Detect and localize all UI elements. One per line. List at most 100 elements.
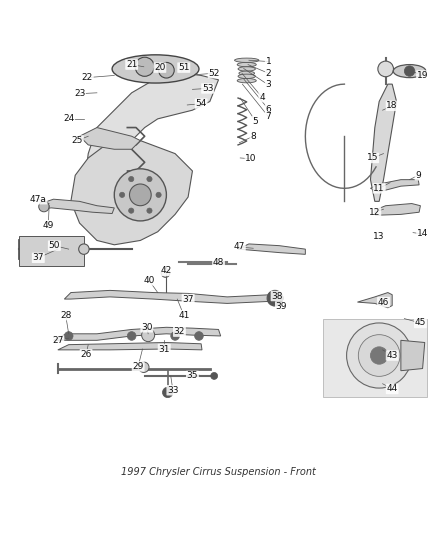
- Text: 8: 8: [250, 132, 256, 141]
- Text: 26: 26: [80, 350, 92, 359]
- Text: 5: 5: [253, 117, 258, 126]
- Text: 22: 22: [82, 73, 93, 82]
- Circle shape: [64, 332, 73, 340]
- Ellipse shape: [393, 64, 426, 78]
- Text: 1997 Chrysler Cirrus Suspension - Front: 1997 Chrysler Cirrus Suspension - Front: [121, 467, 316, 477]
- Circle shape: [119, 192, 125, 197]
- Ellipse shape: [238, 74, 255, 78]
- Ellipse shape: [237, 62, 256, 67]
- Circle shape: [163, 387, 173, 398]
- Circle shape: [358, 335, 400, 376]
- Text: 27: 27: [52, 336, 63, 345]
- Text: 15: 15: [367, 154, 378, 163]
- Circle shape: [39, 201, 49, 212]
- Circle shape: [371, 347, 388, 364]
- Text: 6: 6: [266, 105, 271, 114]
- Circle shape: [347, 323, 412, 388]
- Circle shape: [139, 362, 149, 373]
- Text: 28: 28: [60, 311, 71, 320]
- Polygon shape: [371, 84, 396, 201]
- Circle shape: [194, 332, 203, 340]
- Circle shape: [147, 208, 152, 213]
- Circle shape: [378, 61, 393, 77]
- Ellipse shape: [235, 58, 259, 62]
- Text: 32: 32: [174, 327, 185, 336]
- Circle shape: [147, 176, 152, 182]
- Ellipse shape: [237, 78, 256, 83]
- Polygon shape: [323, 319, 427, 397]
- Text: 41: 41: [178, 311, 190, 320]
- Polygon shape: [357, 293, 392, 308]
- Polygon shape: [401, 340, 425, 371]
- Text: 52: 52: [208, 69, 220, 78]
- Text: 43: 43: [386, 351, 398, 360]
- Text: 47: 47: [234, 243, 245, 252]
- Text: 50: 50: [49, 241, 60, 250]
- Text: 38: 38: [271, 292, 283, 301]
- Text: 31: 31: [159, 344, 170, 353]
- Text: 51: 51: [178, 63, 190, 72]
- Text: 20: 20: [154, 63, 166, 72]
- Text: 54: 54: [195, 99, 207, 108]
- Text: 3: 3: [266, 80, 271, 90]
- Text: 40: 40: [143, 276, 155, 285]
- Circle shape: [404, 66, 415, 76]
- Polygon shape: [84, 73, 218, 193]
- Text: 53: 53: [202, 84, 213, 93]
- Text: 48: 48: [213, 257, 224, 266]
- Circle shape: [211, 373, 218, 379]
- Ellipse shape: [238, 67, 255, 71]
- Circle shape: [127, 332, 136, 340]
- Text: 24: 24: [63, 115, 74, 123]
- Text: 46: 46: [378, 297, 389, 306]
- Polygon shape: [375, 204, 420, 215]
- Circle shape: [171, 332, 180, 340]
- Circle shape: [129, 184, 151, 206]
- Text: 47a: 47a: [30, 195, 47, 204]
- Text: 37: 37: [32, 253, 44, 262]
- Text: 35: 35: [187, 372, 198, 381]
- Text: 19: 19: [417, 71, 428, 80]
- Text: 10: 10: [245, 155, 257, 163]
- Polygon shape: [53, 327, 221, 340]
- Text: 7: 7: [266, 112, 271, 121]
- Ellipse shape: [112, 55, 199, 83]
- Text: 45: 45: [415, 318, 426, 327]
- Text: 13: 13: [373, 232, 385, 240]
- Text: 23: 23: [74, 89, 85, 98]
- Text: 12: 12: [369, 208, 381, 217]
- Text: 11: 11: [373, 184, 385, 193]
- Polygon shape: [58, 343, 202, 350]
- Text: 44: 44: [387, 384, 398, 393]
- Text: 2: 2: [266, 69, 271, 78]
- Polygon shape: [371, 180, 419, 192]
- Polygon shape: [19, 236, 84, 266]
- Polygon shape: [71, 141, 192, 245]
- Text: 14: 14: [417, 229, 428, 238]
- Circle shape: [142, 328, 155, 342]
- Circle shape: [79, 244, 89, 254]
- Circle shape: [267, 290, 283, 306]
- Circle shape: [128, 176, 134, 182]
- Text: 49: 49: [42, 221, 54, 230]
- Text: 30: 30: [141, 323, 153, 332]
- Polygon shape: [64, 290, 273, 303]
- Text: 9: 9: [415, 171, 421, 180]
- Circle shape: [135, 57, 154, 76]
- Text: 39: 39: [276, 302, 287, 311]
- Circle shape: [159, 62, 174, 78]
- Polygon shape: [238, 244, 305, 254]
- Polygon shape: [40, 199, 114, 214]
- Text: 33: 33: [167, 386, 179, 395]
- Text: 37: 37: [182, 295, 194, 304]
- Text: 42: 42: [161, 266, 172, 276]
- Polygon shape: [80, 127, 140, 149]
- Ellipse shape: [239, 71, 254, 76]
- Text: 18: 18: [386, 101, 398, 110]
- Text: 1: 1: [266, 57, 271, 66]
- Text: 25: 25: [72, 136, 83, 145]
- Circle shape: [156, 192, 161, 197]
- Circle shape: [128, 208, 134, 213]
- Circle shape: [114, 169, 166, 221]
- Text: 29: 29: [132, 362, 144, 371]
